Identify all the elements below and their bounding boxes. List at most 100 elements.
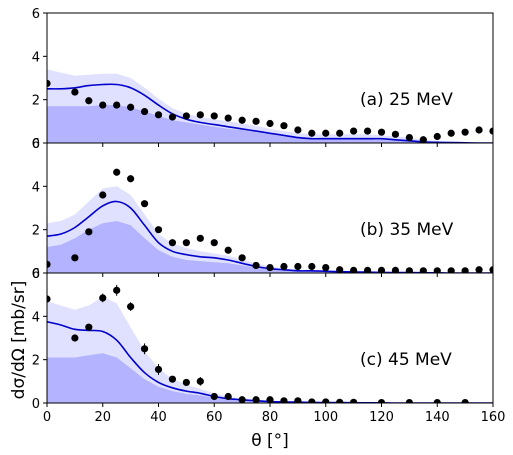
data-point: [266, 119, 274, 128]
data-point: [154, 226, 163, 234]
data-point: [85, 228, 93, 236]
y-tick-label: 4: [32, 310, 40, 325]
uncertainty-band-outer: [47, 296, 493, 403]
data-point: [433, 132, 441, 141]
data-point: [182, 112, 190, 120]
x-tick-label: 40: [150, 410, 167, 425]
data-point: [182, 239, 190, 247]
data-point: [336, 266, 344, 273]
data-point: [238, 116, 246, 124]
data-point: [405, 133, 413, 142]
data-point: [140, 345, 149, 353]
x-axis-label: θ [°]: [251, 431, 289, 451]
data-point: [350, 127, 358, 135]
data-point: [47, 79, 51, 88]
data-point: [489, 266, 493, 273]
panel-label: (b) 35 MeV: [360, 220, 454, 240]
data-point: [47, 260, 51, 268]
data-point: [336, 129, 344, 137]
y-tick-label: 6: [32, 267, 40, 282]
data-point: [461, 128, 469, 136]
data-point: [238, 254, 246, 262]
data-point: [140, 107, 149, 116]
data-point: [85, 323, 93, 331]
data-point: [294, 262, 302, 271]
theory-curve: [47, 83, 493, 143]
data-point: [238, 396, 246, 403]
data-point: [113, 101, 121, 109]
uncertainty-band-inner: [47, 105, 493, 143]
data-point: [308, 129, 316, 137]
data-point: [266, 396, 274, 403]
uncertainty-band-inner: [47, 353, 493, 403]
data-point: [461, 267, 469, 273]
data-point: [71, 88, 79, 96]
data-point: [363, 127, 372, 135]
data-point: [433, 267, 441, 273]
data-point: [71, 334, 79, 342]
data-point: [127, 175, 135, 183]
data-point: [377, 266, 386, 273]
data-point: [336, 398, 344, 403]
x-tick-label: 60: [206, 410, 223, 425]
data-point: [196, 111, 204, 119]
data-point: [433, 398, 441, 403]
data-point: [363, 266, 372, 273]
data-point: [377, 128, 386, 136]
data-point: [85, 97, 93, 105]
data-point: [280, 397, 288, 403]
y-tick-label: 0: [32, 137, 40, 152]
data-point: [113, 168, 121, 176]
panel-label: (a) 25 MeV: [360, 90, 453, 110]
data-point: [294, 397, 302, 403]
data-point: [210, 112, 218, 120]
y-tick-label: 4: [32, 50, 40, 65]
y-tick-label: 0: [32, 397, 40, 412]
data-point: [461, 398, 469, 403]
data-point: [224, 246, 232, 254]
panel-1: 0 2 4 6 (b) 35 MeV: [32, 137, 494, 282]
data-point: [475, 266, 483, 273]
y-axis-label: dσ/dΩ [mb/sr]: [9, 281, 29, 400]
data-point: [252, 396, 260, 403]
data-point: [419, 267, 427, 273]
data-point: [154, 365, 163, 374]
data-point: [47, 295, 51, 303]
y-tick-label: 2: [32, 94, 40, 109]
data-point: [280, 122, 288, 130]
data-point: [196, 234, 204, 242]
x-tick-label: 80: [262, 410, 279, 425]
data-point: [405, 267, 413, 273]
data-point: [196, 377, 204, 385]
data-point: [377, 398, 386, 403]
x-tick-label: 140: [425, 410, 450, 425]
data-point: [350, 398, 358, 403]
data-point: [168, 113, 177, 121]
x-tick-label: 160: [481, 410, 506, 425]
data-point: [489, 127, 493, 135]
y-tick-label: 0: [32, 267, 40, 282]
data-point: [447, 267, 455, 273]
data-point: [391, 130, 400, 138]
data-point: [168, 239, 177, 247]
data-point: [350, 266, 358, 273]
y-tick-label: 2: [32, 354, 40, 369]
data-point: [224, 392, 232, 401]
x-tick-label: 0: [43, 410, 51, 425]
panel-label: (c) 45 MeV: [360, 350, 452, 370]
data-point: [322, 129, 330, 137]
data-point: [308, 398, 316, 403]
data-point: [391, 266, 400, 273]
data-point: [99, 294, 107, 302]
panel-0: 0 2 4 6 (a) 25 MeV: [32, 7, 494, 152]
data-point: [140, 200, 149, 208]
data-point: [113, 286, 121, 294]
data-point: [224, 114, 232, 122]
data-point: [405, 398, 413, 403]
data-point: [294, 126, 302, 134]
x-tick-label: 100: [313, 410, 338, 425]
data-point: [154, 111, 163, 119]
